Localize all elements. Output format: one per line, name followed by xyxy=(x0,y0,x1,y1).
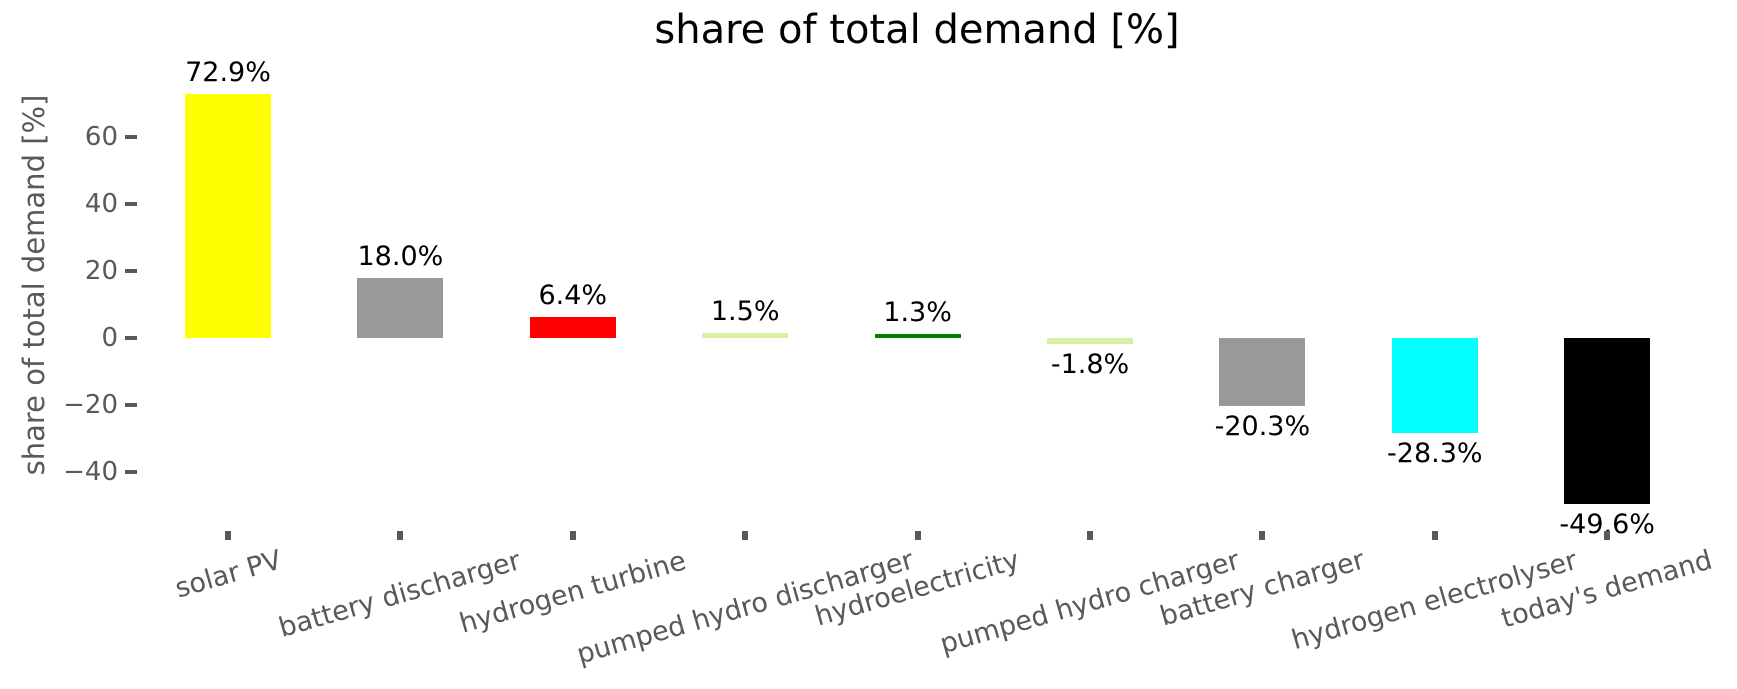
y-tick-mark xyxy=(125,403,137,408)
y-tick-label: 40 xyxy=(84,188,118,219)
bar-value-label: -20.3% xyxy=(1214,411,1311,443)
chart-title: share of total demand [%] xyxy=(654,7,1180,53)
bar xyxy=(1564,338,1651,505)
bar xyxy=(1391,338,1478,433)
bar-value-label: -1.8% xyxy=(1050,349,1130,381)
x-tick-mark xyxy=(397,531,404,540)
bar-value-label: 18.0% xyxy=(357,240,444,272)
bar xyxy=(1219,338,1306,407)
x-tick-label: solar PV xyxy=(171,544,285,605)
bar-value-label: -28.3% xyxy=(1387,437,1483,469)
y-tick-label: −20 xyxy=(63,390,118,421)
bar-value-label: 72.9% xyxy=(185,56,271,88)
x-tick-mark xyxy=(569,531,576,540)
bar xyxy=(185,93,271,338)
y-tick-label: −40 xyxy=(63,457,118,488)
y-tick-label: 0 xyxy=(101,323,118,353)
y-tick-mark xyxy=(125,201,137,206)
x-tick-mark xyxy=(742,531,749,540)
bar xyxy=(1047,338,1133,345)
y-tick-mark xyxy=(125,470,137,475)
y-tick-label: 60 xyxy=(84,121,118,152)
bar xyxy=(874,333,961,338)
bar-value-label: 1.3% xyxy=(883,296,952,328)
bar-value-label: 1.5% xyxy=(710,295,780,327)
x-tick-mark xyxy=(1604,531,1611,540)
y-tick-label: 20 xyxy=(84,255,118,286)
x-tick-mark xyxy=(914,531,921,540)
bar xyxy=(357,277,444,338)
x-tick-mark xyxy=(1087,531,1093,540)
x-tick-mark xyxy=(225,531,231,540)
bar xyxy=(529,316,616,338)
y-tick-mark xyxy=(125,134,137,139)
y-tick-mark xyxy=(125,336,137,340)
bar xyxy=(702,332,789,338)
bar-value-label: 6.4% xyxy=(538,279,608,311)
y-tick-mark xyxy=(125,268,137,273)
x-tick-mark xyxy=(1431,531,1438,540)
x-tick-mark xyxy=(1259,531,1266,540)
